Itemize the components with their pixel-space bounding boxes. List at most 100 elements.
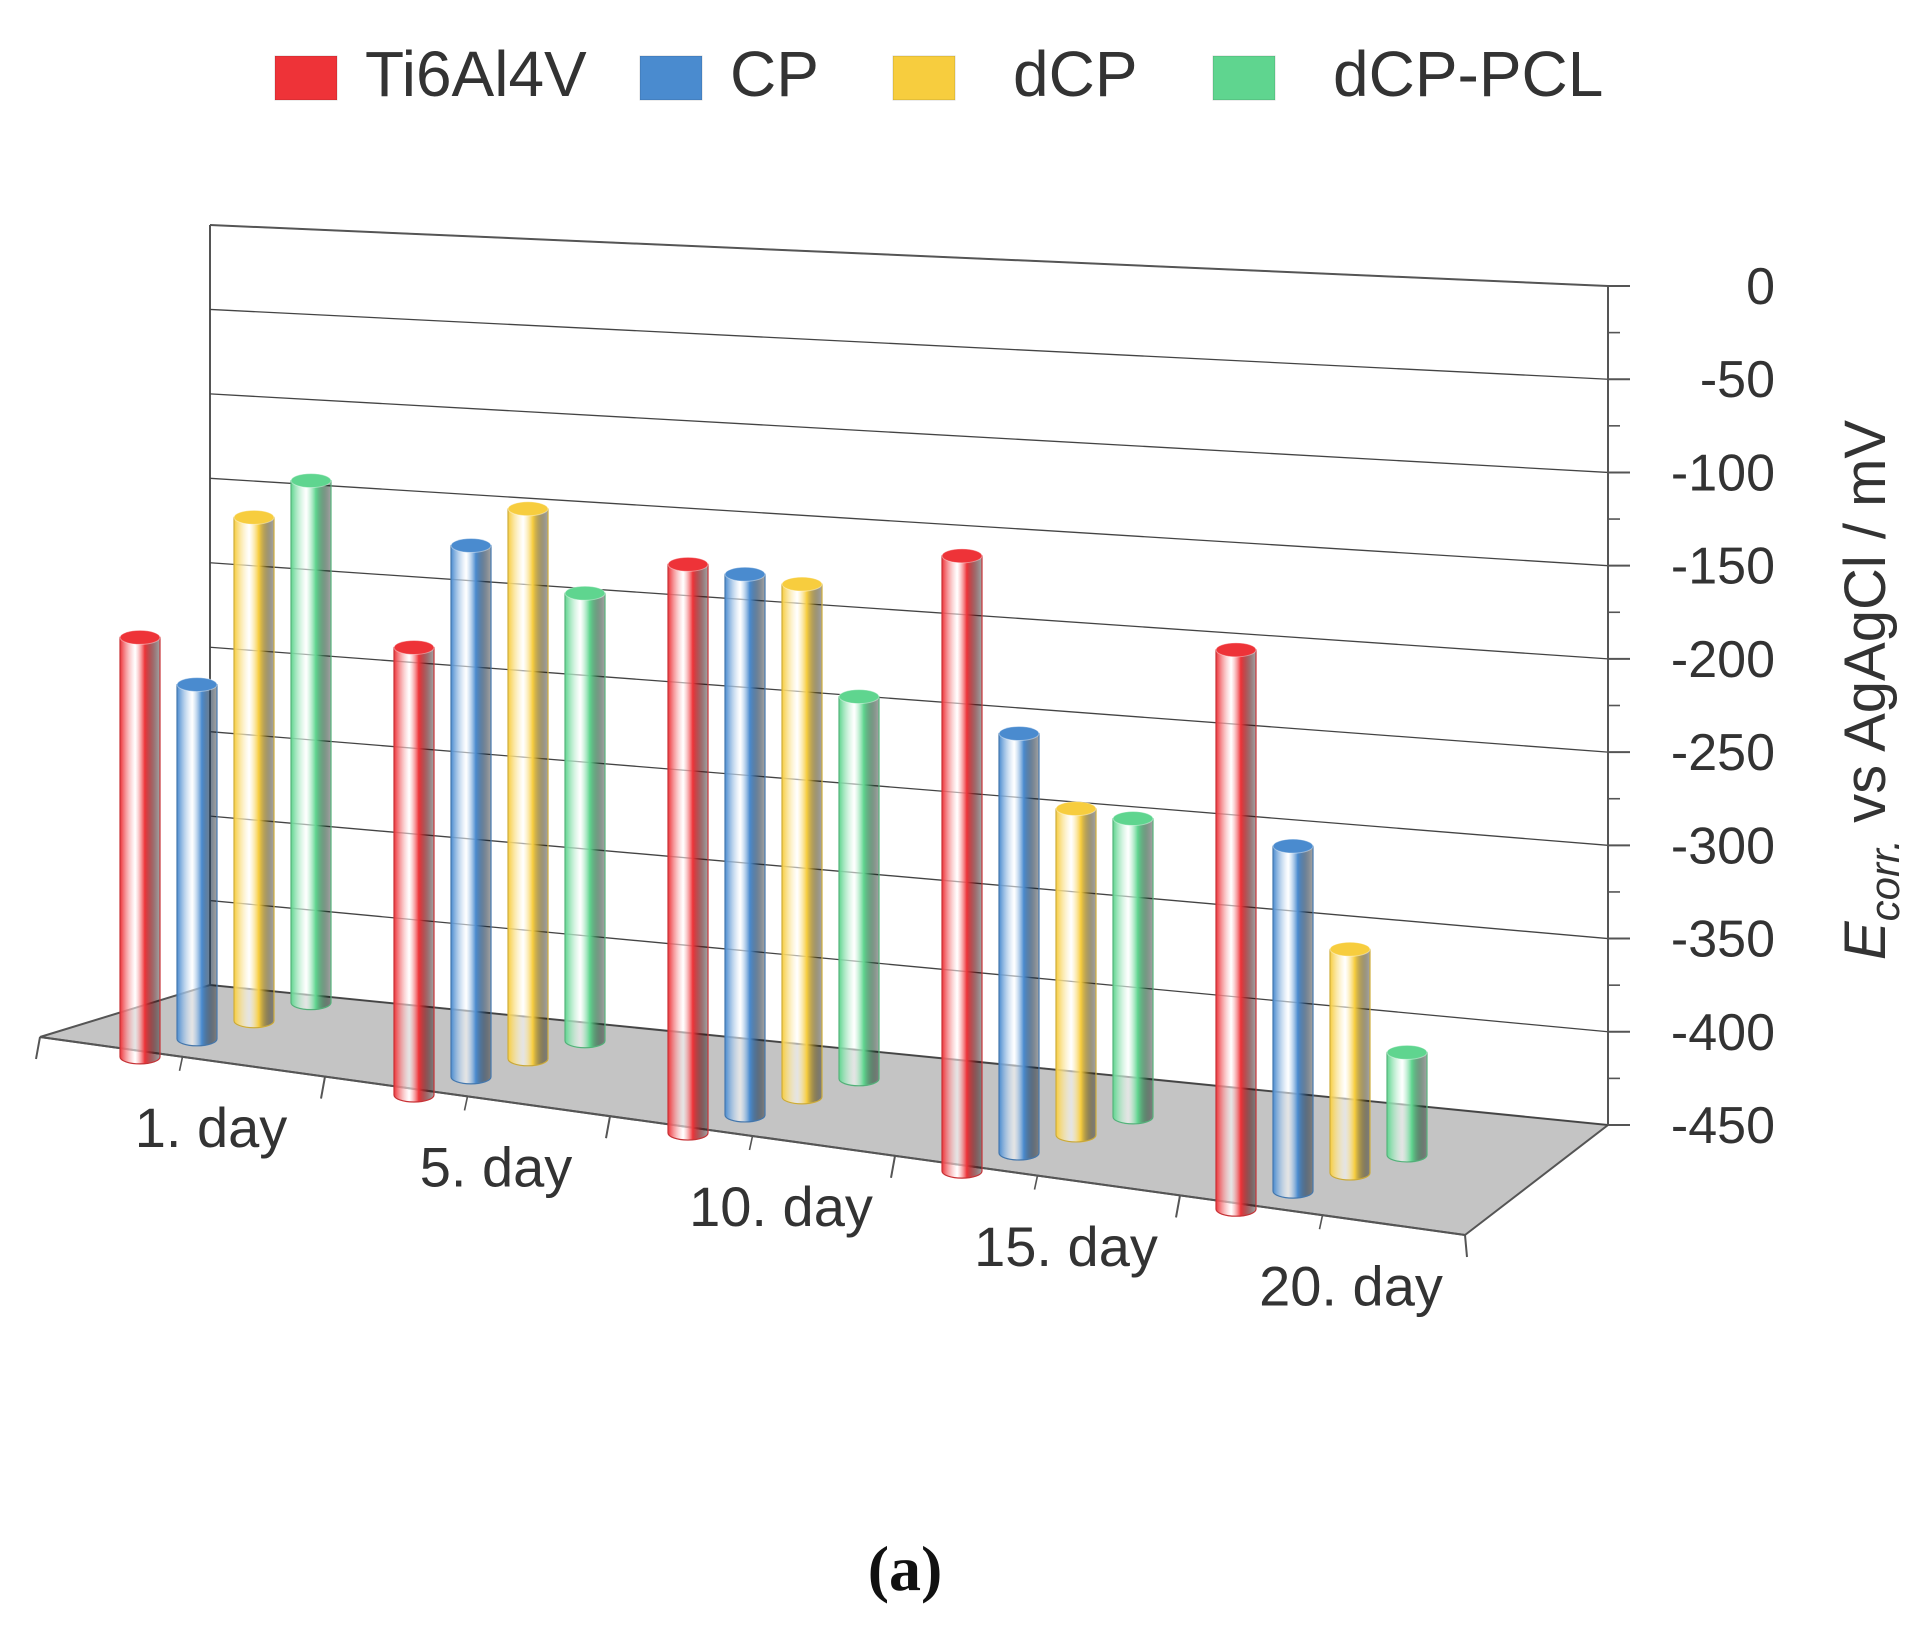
gridline [209, 308, 1609, 380]
legend: Ti6Al4V CP dCP dCP-PCL [274, 38, 1603, 110]
y-tick-label: -250 [1671, 724, 1775, 782]
y-tick-label: -450 [1671, 1097, 1775, 1155]
bar-top [838, 689, 880, 705]
bar-outline [724, 574, 766, 1123]
bar-top [393, 639, 435, 655]
y-axis-label-sub: corr. [1861, 839, 1908, 921]
bar-outline [290, 480, 332, 1011]
bar-body [564, 592, 606, 1049]
bar-top [781, 576, 823, 592]
bar-top [1055, 801, 1097, 817]
bar-outline [450, 545, 492, 1085]
bar-top [1272, 838, 1314, 854]
gridline [209, 815, 1609, 940]
y-tick-label: -50 [1700, 351, 1775, 409]
x-tick-label: 10. day [689, 1175, 873, 1238]
bar-dCP-PCL-15. day [1112, 811, 1154, 1125]
x-tick [320, 1076, 326, 1099]
bar-CP-1. day [176, 677, 218, 1047]
legend-label-dCP-PCL: dCP-PCL [1333, 38, 1603, 110]
bar-top [119, 629, 161, 645]
y-tick-label: -300 [1671, 817, 1775, 875]
bar-body [667, 563, 709, 1141]
bar-outline [1215, 649, 1257, 1217]
bar-Ti6Al4V-15. day [941, 548, 983, 1179]
bar-body [724, 573, 766, 1123]
bar-outline [781, 584, 823, 1105]
back-wall-top-edge [209, 224, 1609, 287]
chart-walls [39, 225, 1611, 1237]
bar-outline [667, 564, 709, 1141]
bar-body [1272, 845, 1314, 1199]
bar-dCP-1. day [233, 509, 275, 1029]
figure-caption: (a) [868, 1533, 943, 1604]
x-tick-label: 15. day [974, 1215, 1158, 1278]
legend-swatch-Ti6Al4V [274, 55, 338, 101]
legend-swatch-dCP-PCL [1212, 55, 1276, 101]
x-minor-tick [1033, 1175, 1039, 1190]
y-tick-label: -400 [1671, 1004, 1775, 1062]
bar-outline [1272, 846, 1314, 1199]
x-tick [1464, 1234, 1468, 1258]
x-minor-tick [748, 1135, 754, 1151]
legend-label-CP: CP [730, 38, 819, 110]
x-minor-tick [178, 1056, 184, 1071]
bar-outline [1055, 808, 1097, 1143]
bar-body [393, 646, 435, 1103]
x-tick-label: 5. day [420, 1136, 573, 1199]
bar-CP-20. day [1272, 838, 1314, 1199]
bar-outline [393, 647, 435, 1103]
bar-CP-5. day [450, 538, 492, 1085]
bar-Ti6Al4V-1. day [119, 629, 161, 1065]
bar-body [450, 544, 492, 1085]
bar-outline [1112, 818, 1154, 1125]
gridlines [209, 224, 1609, 1126]
bar-body [1112, 817, 1154, 1125]
bar-outline [176, 684, 218, 1047]
bar-top [564, 585, 606, 601]
y-axis: 0 -50 -100 -150 -200 -250 -300 -350 -400 -450 [1607, 258, 1775, 1155]
bar-outline [941, 555, 983, 1179]
legend-label-Ti6Al4V: Ti6Al4V [365, 38, 587, 110]
bar-CP-10. day [724, 566, 766, 1123]
bar-top [290, 473, 332, 489]
x-tick-label: 20. day [1259, 1254, 1443, 1317]
y-axis-label-rest: vs AgAgCl / mV [1833, 420, 1898, 839]
bar-Ti6Al4V-10. day [667, 556, 709, 1141]
bar-top [233, 509, 275, 525]
gridline [209, 731, 1609, 846]
bar-top [450, 538, 492, 554]
y-tick-label: 0 [1746, 258, 1775, 316]
x-tick [1175, 1195, 1181, 1218]
x-minor-tick [1318, 1215, 1324, 1230]
bar-top [998, 726, 1040, 742]
bar-outline [507, 508, 549, 1067]
y-axis-label: Ecorr. vs AgAgCl / mV [1833, 420, 1908, 960]
bar-Ti6Al4V-5. day [393, 639, 435, 1103]
bar-body [1329, 948, 1371, 1181]
bar-top [1112, 811, 1154, 827]
x-tick-label: 1. day [135, 1096, 288, 1159]
legend-swatch-dCP [892, 55, 956, 101]
x-axis: 1. day 5. day 10. day 15. day 20. day [35, 1036, 1468, 1317]
bar-dCP-10. day [781, 576, 823, 1105]
bar-top [507, 501, 549, 517]
bar-top [724, 566, 766, 582]
bar-outline [998, 733, 1040, 1161]
x-tick [35, 1036, 41, 1060]
bar-body [507, 508, 549, 1067]
gridline [209, 646, 1609, 753]
gridline [209, 899, 1609, 1033]
bar-outline [838, 696, 880, 1087]
x-minor-tick [463, 1096, 469, 1111]
x-tick [605, 1116, 611, 1139]
bar-dCP-15. day [1055, 801, 1097, 1143]
bar-outline [1329, 949, 1371, 1181]
bar-body [1386, 1051, 1428, 1163]
bar-body [781, 583, 823, 1105]
bar-body [176, 683, 218, 1047]
bar-Ti6Al4V-20. day [1215, 642, 1257, 1217]
y-tick-label: -200 [1671, 631, 1775, 689]
bar-top [1329, 941, 1371, 957]
